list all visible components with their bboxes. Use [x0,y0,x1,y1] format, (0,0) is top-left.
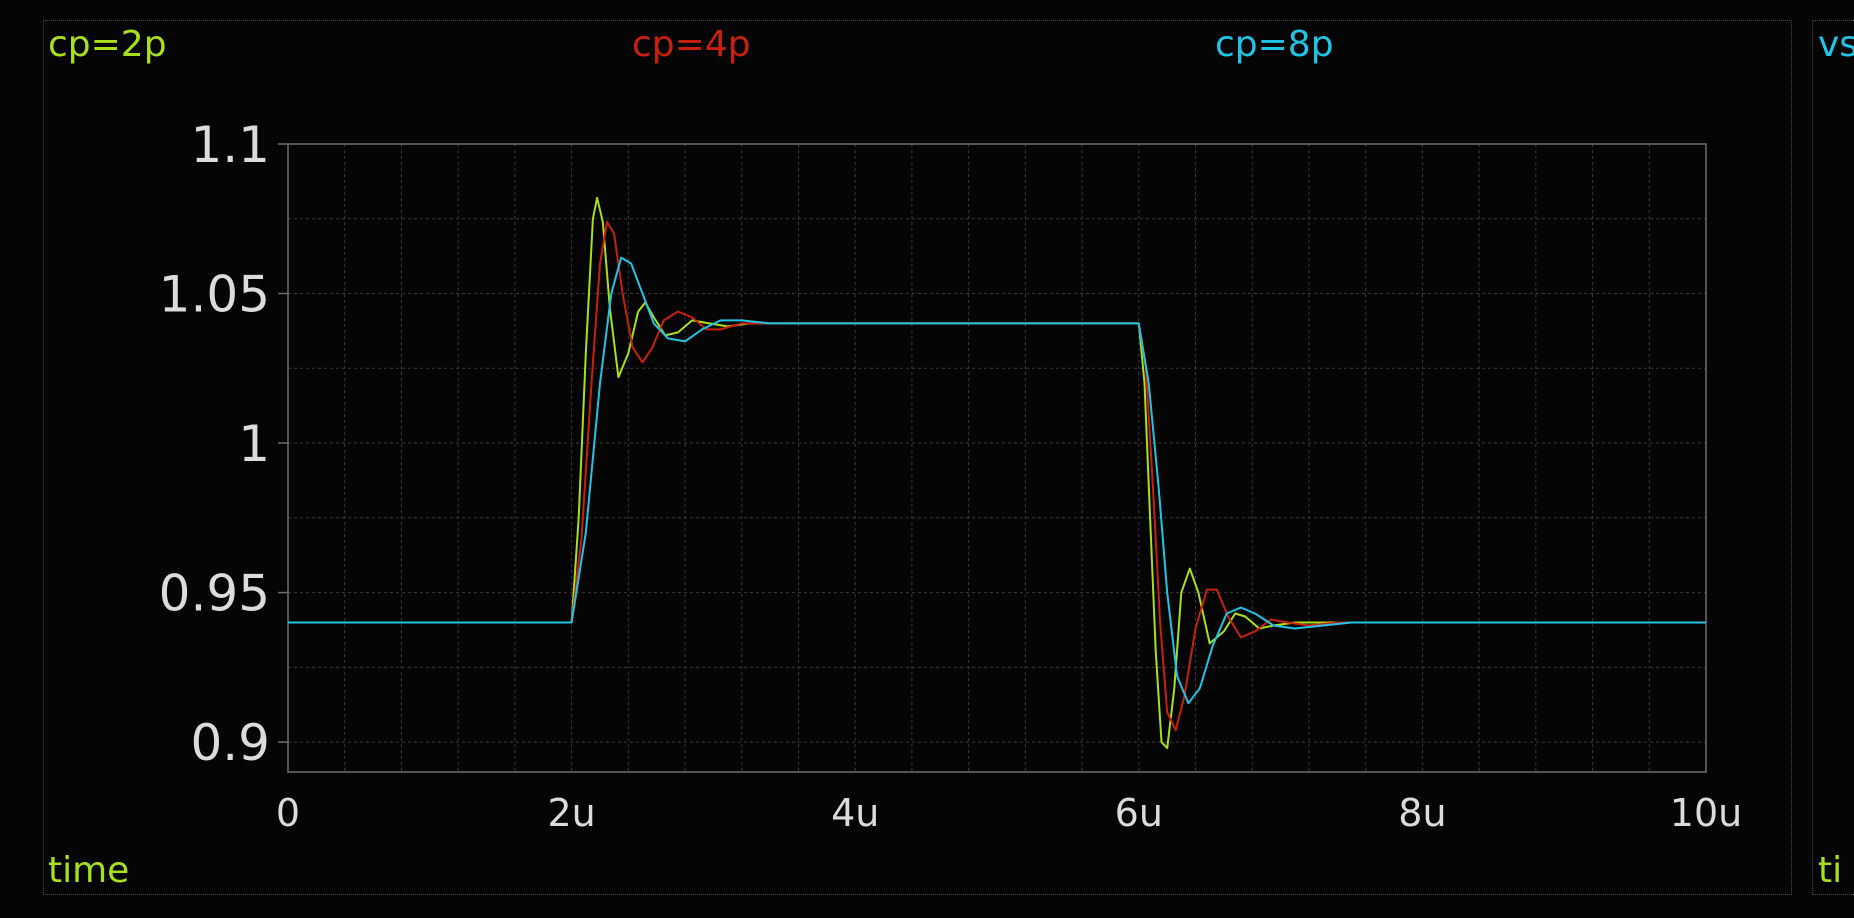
legend-entry[interactable]: cp=4p [632,24,751,65]
y-axis-ticks: 1.1 1.05 1 0.95 0.9 [159,116,288,772]
y-tick-label: 1.1 [190,116,270,174]
legend-entry[interactable]: cp=8p [1215,24,1334,65]
left-plot-panel [43,20,1792,895]
plot-area-border [287,143,1707,773]
right-panel-top-label: vs [1818,24,1854,65]
series-line-cp-2p[interactable] [288,196,1706,750]
series-layer [288,196,1706,750]
x-tick-label: 0 [276,791,300,835]
x-axis-label: time [48,850,129,891]
right-panel-bottom-label: ti [1818,850,1842,891]
y-tick-label: 0.95 [159,565,270,623]
y-tick-label: 1.05 [159,266,270,324]
right-plot-panel [1812,20,1854,895]
x-tick-label: 10u [1670,791,1742,835]
x-tick-label: 2u [547,791,595,835]
y-tick-label: 0.9 [190,714,270,772]
series-line-cp-8p[interactable] [288,256,1706,705]
x-tick-label: 4u [831,791,879,835]
x-tick-label: 6u [1115,791,1163,835]
series-line-cp-4p[interactable] [288,220,1706,732]
x-axis-ticks: 0 2u 4u 6u 8u 10u [276,791,1742,835]
y-tick-label: 1 [238,415,270,473]
x-tick-label: 8u [1398,791,1446,835]
legend-entry[interactable]: cp=2p [48,24,167,65]
grid [287,143,1707,772]
legend[interactable]: cp=2p cp=4p cp=8p [48,24,1334,65]
